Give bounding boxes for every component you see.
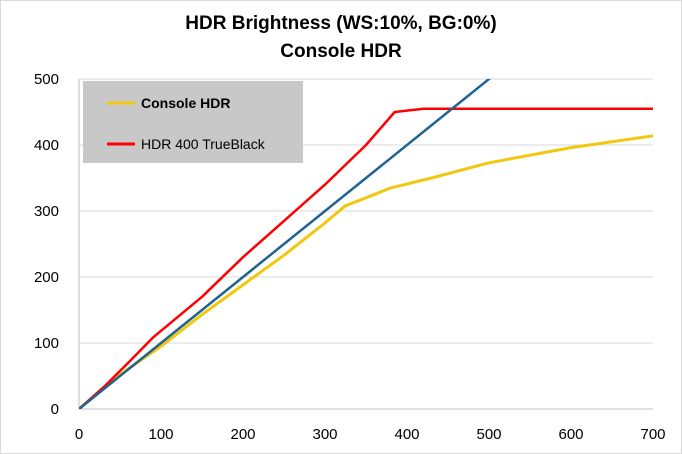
x-tick-label: 200 (230, 426, 255, 443)
y-tick-label: 0 (51, 401, 59, 418)
x-tick-label: 500 (476, 426, 501, 443)
series-line-2 (79, 79, 491, 409)
x-tick-label: 400 (394, 426, 419, 443)
x-tick-label: 0 (75, 426, 83, 443)
series-line-1 (79, 107, 653, 409)
series-line-0 (79, 134, 653, 409)
legend-label: Console HDR (141, 95, 230, 111)
x-tick-label: 600 (558, 426, 583, 443)
y-tick-label: 500 (34, 71, 59, 88)
chart-title: HDR Brightness (WS:10%, BG:0%) (185, 13, 497, 34)
y-tick-label: 300 (34, 203, 59, 220)
x-tick-label: 700 (640, 426, 665, 443)
legend-label: HDR 400 TrueBlack (141, 136, 266, 152)
y-tick-label: 400 (34, 137, 59, 154)
y-tick-label: 100 (34, 335, 59, 352)
x-tick-label: 300 (312, 426, 337, 443)
legend-box (83, 81, 303, 163)
chart-subtitle: Console HDR (280, 41, 402, 62)
y-tick-label: 200 (34, 269, 59, 286)
x-tick-label: 100 (148, 426, 173, 443)
